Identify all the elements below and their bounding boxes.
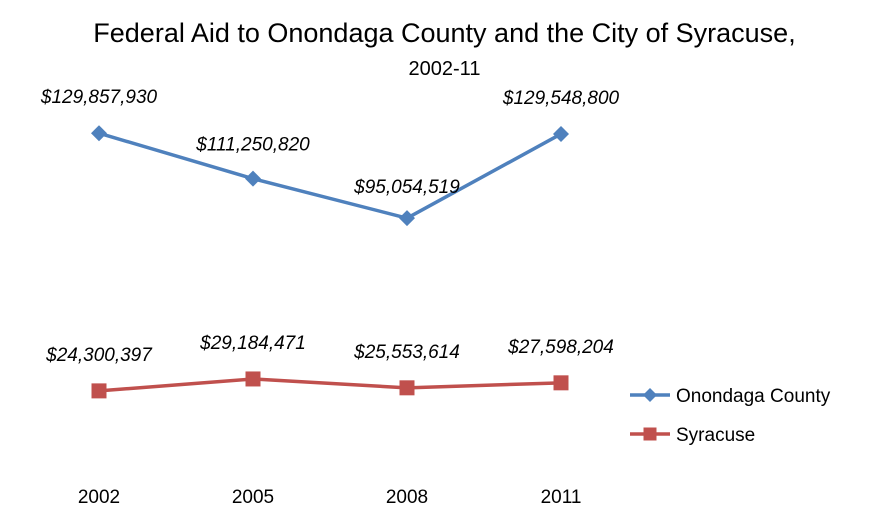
legend-label-syracuse: Syracuse: [676, 425, 755, 446]
data-label-syracuse-2008: $25,553,614: [353, 342, 460, 363]
data-point-onondaga-county-2008: [399, 210, 415, 227]
data-label-onondaga-county-2011: $129,548,800: [502, 88, 620, 109]
data-label-onondaga-county-2002: $129,857,930: [40, 87, 158, 108]
chart-subtitle: 2002-11: [408, 58, 481, 80]
legend-marker-syracuse: [643, 427, 657, 441]
legend-label-onondaga-county: Onondaga County: [676, 386, 831, 407]
data-point-onondaga-county-2002: [91, 125, 107, 142]
x-tick-label-2005: 2005: [232, 487, 274, 508]
data-point-syracuse-2005: [245, 371, 261, 387]
data-point-onondaga-county-2011: [553, 125, 569, 142]
data-label-syracuse-2002: $24,300,397: [45, 345, 153, 366]
data-label-syracuse-2011: $27,598,204: [507, 337, 614, 358]
data-point-onondaga-county-2005: [245, 170, 261, 187]
data-label-onondaga-county-2008: $95,054,519: [353, 177, 460, 198]
data-label-onondaga-county-2005: $111,250,820: [195, 135, 310, 156]
chart-title: Federal Aid to Onondaga County and the C…: [93, 18, 796, 48]
x-tick-label-2011: 2011: [541, 487, 582, 508]
legend-marker-onondaga-county: [643, 388, 657, 402]
series-line-syracuse: [98, 377, 562, 393]
series-line-onondaga-county: [98, 131, 562, 220]
data-label-syracuse-2005: $29,184,471: [199, 333, 306, 354]
data-point-syracuse-2011: [553, 375, 569, 391]
x-tick-label-2008: 2008: [386, 487, 428, 508]
data-point-syracuse-2008: [399, 380, 415, 396]
x-tick-label-2002: 2002: [78, 487, 120, 508]
data-point-syracuse-2002: [91, 383, 107, 399]
